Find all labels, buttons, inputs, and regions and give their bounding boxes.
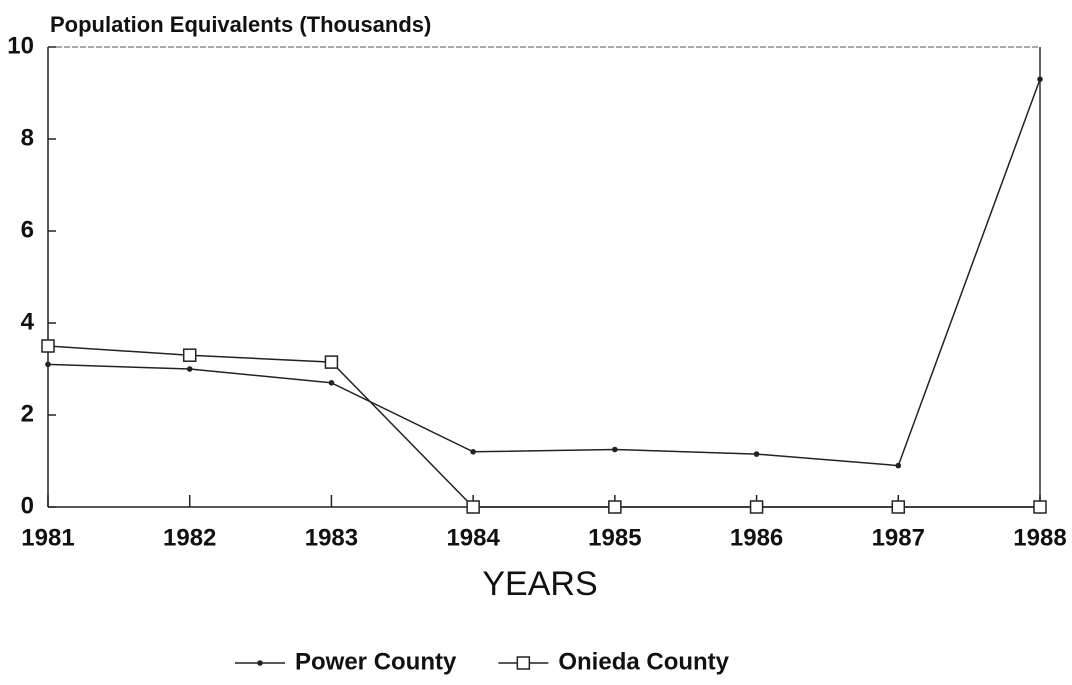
y-tick-label: 10	[7, 32, 34, 59]
x-tick-label: 1981	[21, 524, 74, 551]
y-tick-label: 8	[21, 124, 34, 151]
marker-dot	[895, 462, 902, 469]
x-tick-label: 1983	[305, 524, 358, 551]
x-tick-label: 1984	[446, 524, 500, 551]
legend-label: Onieda County	[558, 648, 729, 675]
marker-square	[608, 500, 622, 514]
x-tick-label: 1982	[163, 524, 216, 551]
legend-marker	[257, 660, 263, 666]
y-tick-label: 0	[21, 492, 34, 519]
x-axis-label: YEARS	[482, 565, 597, 603]
marker-dot	[753, 451, 760, 457]
marker-dot	[470, 449, 476, 455]
x-tick-label: 1988	[1013, 524, 1066, 551]
x-tick-label: 1986	[730, 524, 783, 551]
marker-square	[41, 339, 55, 353]
marker-square	[891, 500, 906, 514]
y-tick-label: 6	[21, 216, 34, 243]
marker-dot	[328, 380, 335, 386]
marker-dot	[1037, 76, 1043, 82]
marker-square	[182, 348, 197, 362]
marker-dot	[612, 446, 618, 453]
marker-square	[466, 500, 480, 514]
x-tick-label: 1987	[872, 524, 925, 551]
marker-dot	[186, 366, 193, 372]
x-tick-label: 1985	[588, 524, 641, 551]
chart-title: Population Equivalents (Thousands)	[50, 12, 431, 37]
series-line	[47, 78, 1041, 467]
legend-marker	[516, 656, 531, 670]
marker-square	[1033, 500, 1047, 514]
series-line	[47, 345, 1040, 508]
marker-square	[324, 355, 339, 369]
y-tick-label: 2	[21, 400, 34, 427]
marker-square	[749, 500, 764, 514]
y-tick-label: 4	[21, 308, 35, 335]
legend-label: Power County	[295, 648, 457, 675]
marker-dot	[45, 361, 51, 368]
